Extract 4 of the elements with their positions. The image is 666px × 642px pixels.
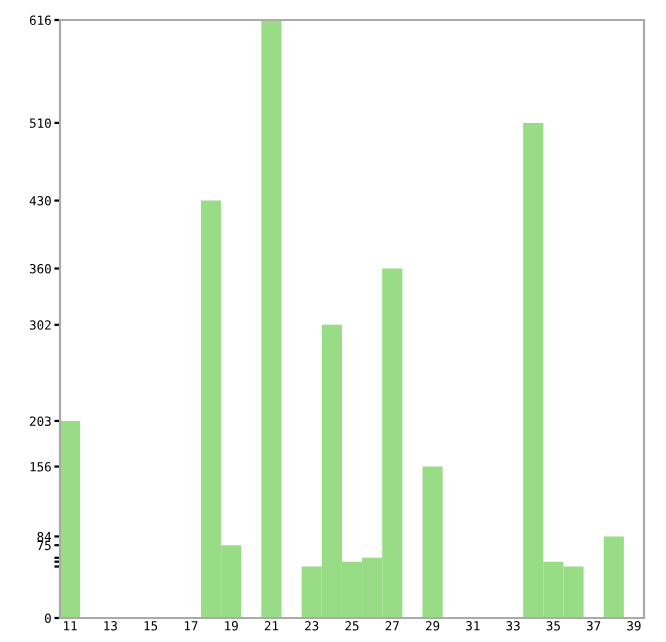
- bar: [60, 420, 81, 618]
- bar: [422, 466, 443, 618]
- bar: [261, 20, 282, 618]
- bar: [603, 536, 624, 618]
